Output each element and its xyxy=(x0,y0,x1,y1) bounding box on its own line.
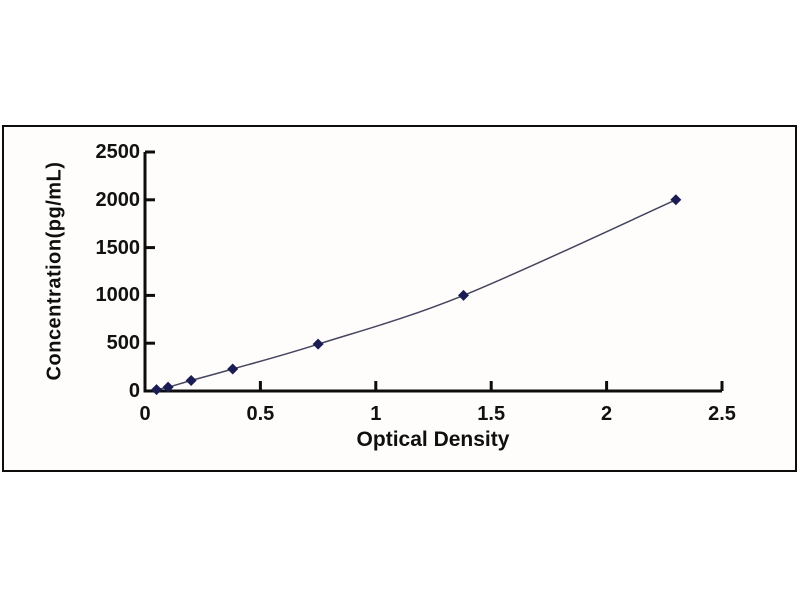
standard-curve-plot xyxy=(143,150,724,396)
data-point-marker xyxy=(162,381,174,393)
x-tick-label: 1.5 xyxy=(477,403,506,425)
x-tick-label: 1 xyxy=(370,403,382,425)
y-tick-label: 1000 xyxy=(95,284,141,307)
data-point-marker xyxy=(151,384,163,396)
y-tick-label: 2000 xyxy=(95,188,141,211)
y-tick-label: 1500 xyxy=(95,236,141,259)
y-tick-label: 500 xyxy=(106,332,140,355)
data-point-marker xyxy=(312,338,324,350)
data-point-marker xyxy=(185,374,197,386)
y-tick-label: 2500 xyxy=(95,141,141,163)
data-point-marker xyxy=(670,194,682,206)
data-point-marker xyxy=(227,363,239,375)
x-tick-label: 2 xyxy=(601,403,613,425)
y-tick-label: 0 xyxy=(128,380,140,402)
data-point-marker xyxy=(458,289,470,301)
x-axis-title: Optical Density xyxy=(356,428,510,451)
curve-line xyxy=(156,199,677,391)
x-tick-label: 0.5 xyxy=(246,403,275,425)
x-tick-label: 2.5 xyxy=(708,403,736,425)
x-tick-label: 0 xyxy=(139,403,151,425)
chart-panel: Concentration(pg/mL) Optical Density 0 0.… xyxy=(2,125,797,472)
